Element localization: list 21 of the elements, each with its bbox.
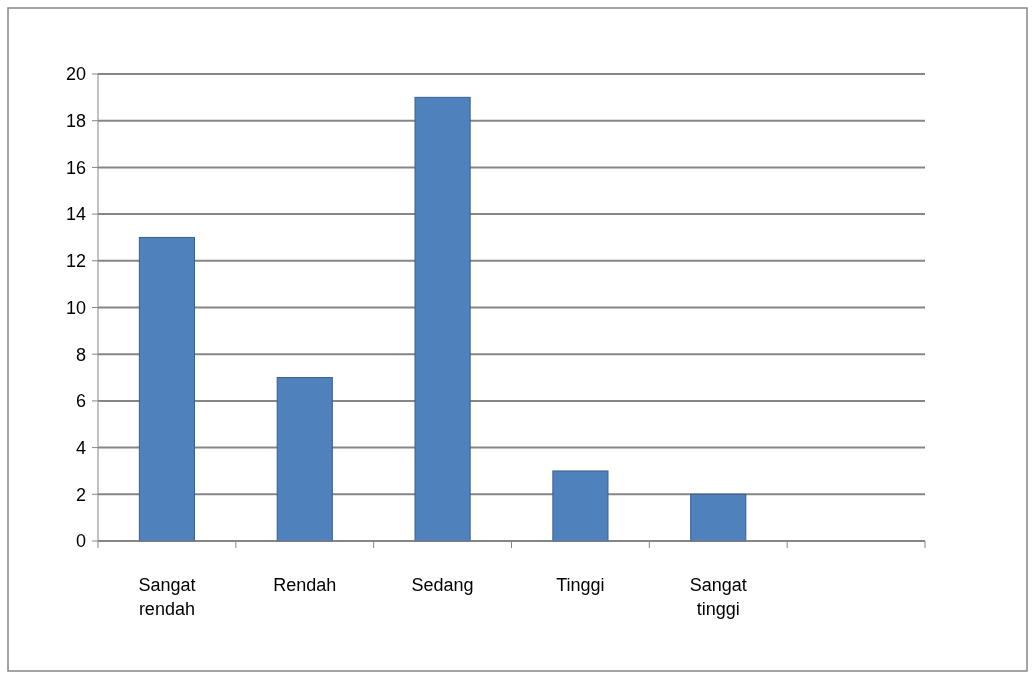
bar [276, 377, 333, 542]
y-tick-label: 12 [65, 251, 86, 272]
y-tick-label: 4 [75, 437, 86, 458]
y-tick-label: 8 [75, 344, 86, 365]
y-tick-label: 0 [75, 531, 86, 552]
bar [552, 470, 609, 542]
y-tick-label: 20 [65, 64, 86, 85]
y-tick-label: 14 [65, 204, 86, 225]
y-tick-label: 18 [65, 111, 86, 131]
y-tick-label: 2 [75, 484, 86, 505]
y-tick-label: 6 [75, 391, 86, 412]
y-tick-label: 16 [65, 157, 86, 178]
x-tick-label: Rendah [273, 575, 337, 595]
x-tick-label: Sangat tinggi [689, 575, 747, 619]
y-tick-label: 10 [65, 297, 86, 318]
bar [690, 493, 747, 542]
bar [414, 96, 471, 542]
x-tick-label: Sedang [411, 575, 474, 595]
bar [138, 236, 195, 542]
x-tick-label: Sangat rendah [138, 575, 196, 619]
x-tick-label: Tinggi [556, 575, 605, 595]
